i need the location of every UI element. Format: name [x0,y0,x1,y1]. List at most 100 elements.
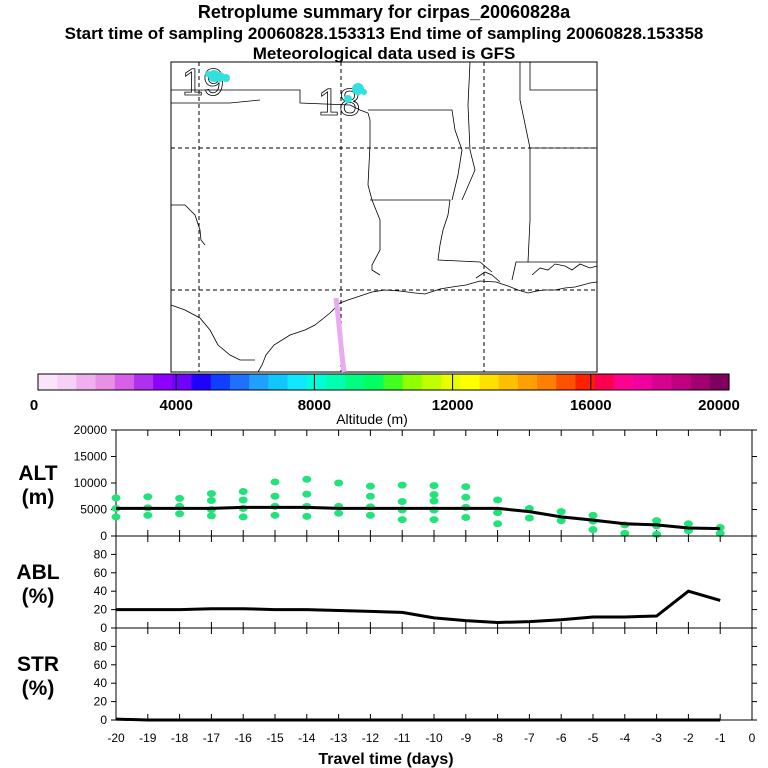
sampling-times: Start time of sampling 20060828.153313 E… [64,24,704,43]
meteo-info: Meteorological data used is GFS [252,44,516,63]
colorbar-swatch [441,374,461,390]
colorbar-swatch [172,374,193,390]
map-particle [361,89,367,95]
colorbar-swatch [114,374,135,390]
y-tick-label: 60 [94,566,108,580]
scatter-point [397,516,407,524]
scatter-point [556,517,566,525]
panel-frame [115,627,753,721]
y-tick-label: 0 [100,529,107,543]
scatter-point [556,508,566,516]
colorbar-swatch [364,374,385,390]
scatter-point [206,512,216,520]
colorbar-swatch [249,374,269,390]
colorbar-swatch [594,374,615,390]
colorbar-swatch [633,374,653,390]
colorbar-swatch [671,374,692,390]
x-tick-label: -14 [298,731,316,745]
scatter-point [302,490,312,498]
x-tick-label: -18 [171,731,189,745]
scatter-point [524,514,534,522]
map-borders [170,61,598,373]
scatter-point [143,511,153,519]
colorbar-swatch [383,374,404,390]
figure-title: Retroplume summary for cirpas_20060828a [197,2,571,22]
colorbar-tick-label: 12000 [432,397,474,414]
series-line [115,717,721,722]
colorbar-swatch [479,374,500,390]
panel-unit: (%) [22,677,55,700]
colorbar-swatch [210,374,231,390]
x-tick-label: -1 [715,731,726,745]
x-axis-label: Travel time (days) [318,751,453,768]
y-tick-label: 80 [94,639,108,653]
y-tick-label: 5000 [80,503,107,517]
scatter-point [238,487,248,495]
map-particle [205,71,211,77]
colorbar-label: Altitude (m) [336,411,408,427]
map-panel: 19 18 [170,61,598,373]
scatter-point [652,517,662,525]
scatter-point [238,496,248,504]
scatter-point [111,513,121,521]
x-tick-label: -8 [492,731,503,745]
map-particle [222,74,230,82]
panel-unit: (%) [22,585,55,608]
scatter-point [429,482,439,490]
colorbar-swatch [191,374,212,390]
colorbar-swatch [38,374,58,390]
colorbar-swatch [652,374,673,390]
colorbar-swatch [517,374,538,390]
scatter-point [493,520,503,528]
y-tick-label: 60 [94,658,108,672]
scatter-point [588,511,598,519]
x-tick-label: -15 [266,731,284,745]
colorbar-swatch [153,374,173,390]
scatter-point [206,496,216,504]
y-tick-label: 20000 [74,423,108,437]
scatter-point [620,529,630,537]
scatter-point [302,475,312,483]
scatter-point [365,492,375,500]
scatter-point [365,511,375,519]
colorbar-tick-label: 16000 [570,397,612,414]
colorbar-swatch [421,374,442,390]
panel-label: ABL [16,561,59,584]
panel-alt: 0 5000 10000 15000 20000 ALT(m) [18,423,757,543]
scatter-point [715,529,725,537]
scatter-point [334,509,344,517]
colorbar-swatch [402,374,423,390]
scatter-point [270,478,280,486]
colorbar-swatch [460,374,481,390]
x-tick-label: -7 [524,731,535,745]
scatter-point [206,490,216,498]
scatter-point [270,492,280,500]
x-tick-label: -19 [139,731,157,745]
scatter-point [365,482,375,490]
scatter-point [461,513,471,521]
colorbar-tick-label: 4000 [160,397,193,414]
scatter-point [493,496,503,504]
x-tick-label: -2 [683,731,694,745]
x-tick-label: -9 [460,731,471,745]
colorbar-tick-label: 0 [30,397,38,414]
retroplume-track [333,297,347,373]
scatter-point [175,510,185,518]
colorbar-tick-label: 20000 [698,397,740,414]
panel-abl: 0 20 40 60 80 ABL(%) [16,535,757,635]
colorbar-swatch [690,374,711,390]
scatter-point [143,493,153,501]
chart-panels: 05000100001500020000ALT(m)020406080ABL(%… [16,423,757,768]
map-frame [170,61,598,373]
colorbar-swatch [133,374,154,390]
scatter-point [429,516,439,524]
x-tick-label: -20 [107,731,125,745]
x-tick-label: -10 [425,731,443,745]
x-tick-label: -16 [235,731,253,745]
x-tick-label: -17 [203,731,221,745]
y-tick-label: 0 [100,713,107,727]
x-tick-label: -6 [556,731,567,745]
x-tick-label: 0 [749,731,756,745]
colorbar-swatch [95,374,116,390]
